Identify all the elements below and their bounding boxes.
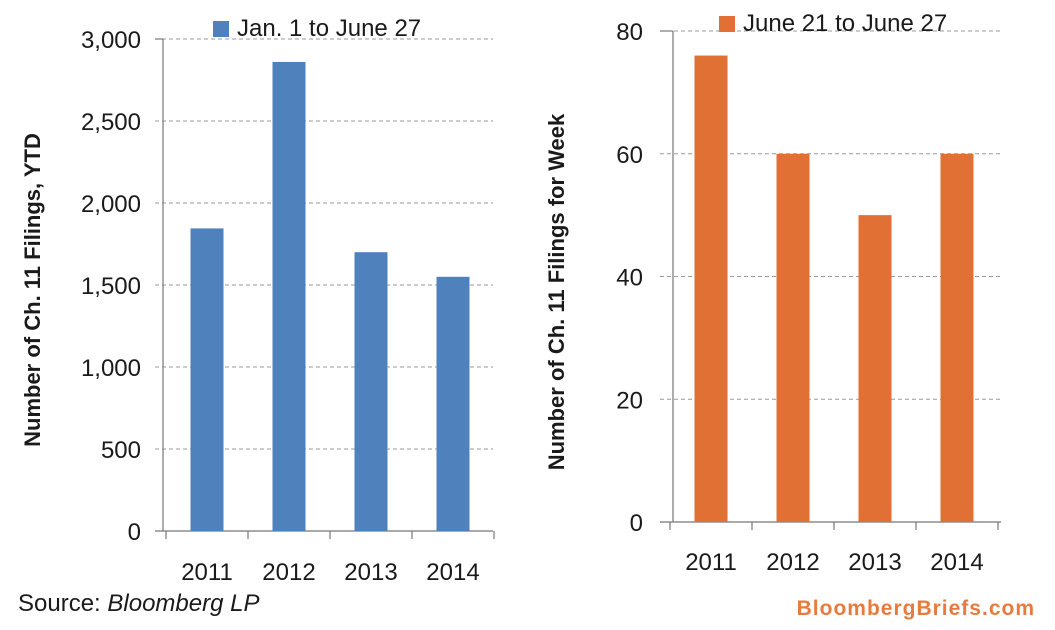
x-tick-label: 2014: [930, 549, 983, 576]
brand-logo: BloombergBriefs.com: [796, 597, 1035, 620]
x-tick-label: 2013: [848, 549, 901, 576]
bar-2012: [776, 153, 810, 522]
y-tick-label: 60: [616, 142, 643, 169]
y-tick-label: 1,500: [81, 273, 141, 300]
source-name: Bloomberg LP: [107, 590, 260, 617]
x-tick-label: 2013: [344, 559, 397, 586]
bar-2013: [354, 252, 388, 531]
legend-swatch: [719, 16, 735, 32]
y-tick-label: 80: [616, 19, 643, 46]
y-tick-label: 2,500: [81, 109, 141, 136]
y-tick-label: 0: [128, 519, 141, 546]
y-tick-label: 500: [101, 437, 141, 464]
source-note: Source: Bloomberg LP: [18, 590, 259, 618]
bar-2014: [940, 153, 974, 522]
chart-area: 0 500 1,000 1,500 2,000 2,500 3,000 2011 2012 201…: [20, 10, 1001, 586]
x-tick-label: 2014: [426, 559, 479, 586]
bar-2014: [436, 276, 470, 531]
bar-2012: [272, 61, 306, 532]
bar-2013: [858, 215, 892, 522]
y-tick-label: 3,000: [81, 27, 141, 54]
y-tick-label: 40: [616, 265, 643, 292]
y-axis-title: Number of Ch. 11 Filings, YTD: [20, 133, 45, 447]
bar-2011: [190, 228, 224, 532]
legend-label: Jan. 1 to June 27: [237, 15, 421, 42]
x-tick-label: 2012: [262, 559, 315, 586]
x-tick-label: 2012: [766, 549, 819, 576]
legend-label: June 21 to June 27: [743, 10, 947, 37]
legend-swatch: [213, 21, 229, 37]
x-tick-label: 2011: [181, 559, 233, 586]
bar-2011: [694, 55, 728, 523]
source-prefix: Source:: [18, 590, 108, 617]
y-tick-label: 0: [630, 510, 643, 537]
y-tick-label: 2,000: [81, 191, 141, 218]
y-tick-label: 1,000: [81, 355, 141, 382]
x-tick-label: 2011: [685, 549, 737, 576]
y-axis-title: Number of Ch. 11 Filings for Week: [544, 113, 569, 470]
y-tick-label: 20: [616, 387, 643, 414]
